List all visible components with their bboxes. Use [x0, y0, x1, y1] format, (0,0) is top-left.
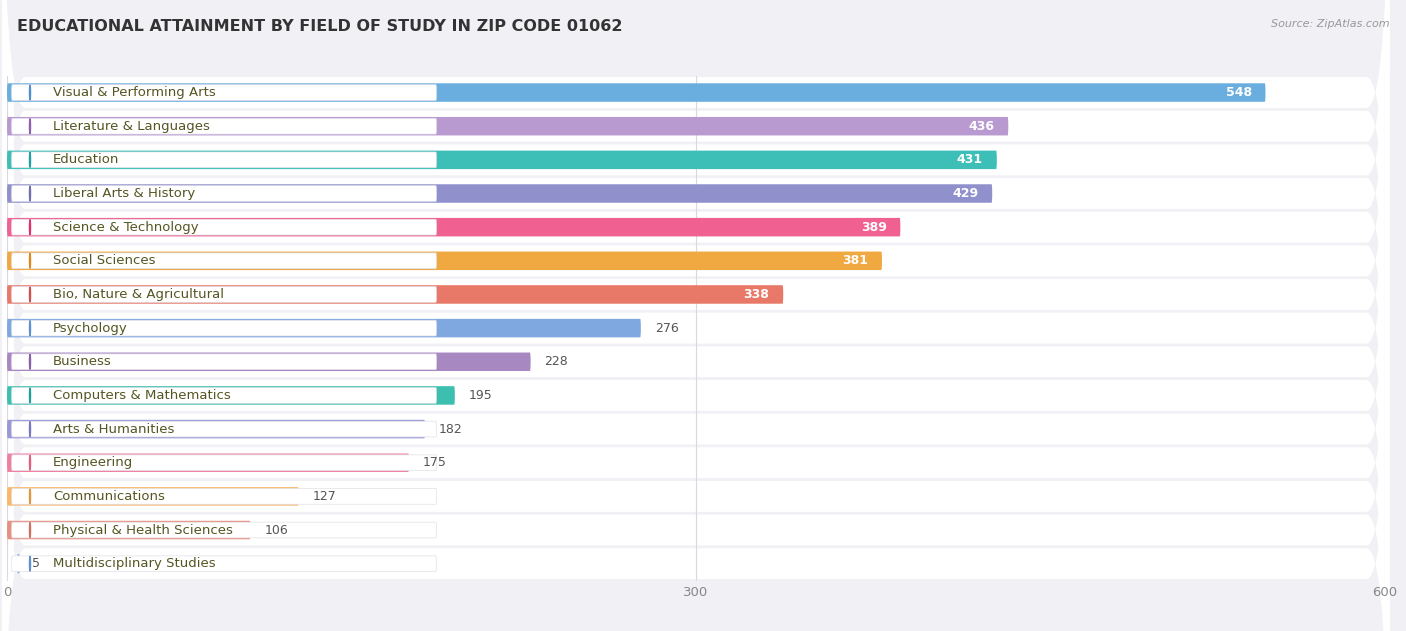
Text: 429: 429 — [952, 187, 979, 200]
Text: Physical & Health Sciences: Physical & Health Sciences — [53, 524, 233, 536]
FancyBboxPatch shape — [11, 354, 436, 370]
FancyBboxPatch shape — [7, 521, 250, 540]
FancyBboxPatch shape — [11, 220, 436, 235]
FancyBboxPatch shape — [7, 285, 783, 304]
Text: 381: 381 — [842, 254, 869, 268]
FancyBboxPatch shape — [7, 151, 997, 169]
Text: Engineering: Engineering — [53, 456, 134, 469]
FancyBboxPatch shape — [3, 243, 1389, 631]
FancyBboxPatch shape — [7, 319, 641, 338]
FancyBboxPatch shape — [3, 41, 1389, 631]
FancyBboxPatch shape — [3, 7, 1389, 631]
FancyBboxPatch shape — [11, 455, 436, 471]
Text: Social Sciences: Social Sciences — [53, 254, 156, 268]
Text: 548: 548 — [1226, 86, 1251, 99]
Text: Bio, Nature & Agricultural: Bio, Nature & Agricultural — [53, 288, 224, 301]
FancyBboxPatch shape — [7, 353, 530, 371]
FancyBboxPatch shape — [7, 386, 456, 404]
Text: Science & Technology: Science & Technology — [53, 221, 198, 233]
Text: Business: Business — [53, 355, 111, 369]
FancyBboxPatch shape — [7, 184, 993, 203]
FancyBboxPatch shape — [7, 117, 1008, 136]
FancyBboxPatch shape — [3, 74, 1389, 631]
Text: 389: 389 — [860, 221, 887, 233]
FancyBboxPatch shape — [7, 454, 409, 472]
FancyBboxPatch shape — [11, 119, 436, 134]
FancyBboxPatch shape — [3, 0, 1389, 481]
FancyBboxPatch shape — [3, 108, 1389, 631]
FancyBboxPatch shape — [3, 0, 1389, 447]
FancyBboxPatch shape — [11, 321, 436, 336]
Text: 106: 106 — [264, 524, 288, 536]
FancyBboxPatch shape — [3, 209, 1389, 631]
Text: 338: 338 — [744, 288, 769, 301]
Text: Computers & Mathematics: Computers & Mathematics — [53, 389, 231, 402]
FancyBboxPatch shape — [7, 218, 900, 237]
FancyBboxPatch shape — [3, 142, 1389, 631]
Text: 127: 127 — [312, 490, 336, 503]
Text: Visual & Performing Arts: Visual & Performing Arts — [53, 86, 215, 99]
FancyBboxPatch shape — [11, 286, 436, 302]
Text: 436: 436 — [969, 120, 994, 133]
FancyBboxPatch shape — [11, 387, 436, 403]
Text: 431: 431 — [957, 153, 983, 167]
FancyBboxPatch shape — [7, 420, 425, 439]
Text: 5: 5 — [32, 557, 41, 570]
FancyBboxPatch shape — [11, 186, 436, 201]
Text: EDUCATIONAL ATTAINMENT BY FIELD OF STUDY IN ZIP CODE 01062: EDUCATIONAL ATTAINMENT BY FIELD OF STUDY… — [17, 19, 623, 34]
FancyBboxPatch shape — [11, 253, 436, 269]
FancyBboxPatch shape — [3, 0, 1389, 514]
Text: Source: ZipAtlas.com: Source: ZipAtlas.com — [1271, 19, 1389, 29]
FancyBboxPatch shape — [3, 0, 1389, 582]
Text: 276: 276 — [655, 322, 678, 334]
Text: 182: 182 — [439, 423, 463, 435]
Text: Psychology: Psychology — [53, 322, 128, 334]
FancyBboxPatch shape — [7, 252, 882, 270]
Text: Multidisciplinary Studies: Multidisciplinary Studies — [53, 557, 215, 570]
Text: 195: 195 — [468, 389, 492, 402]
Text: Communications: Communications — [53, 490, 165, 503]
FancyBboxPatch shape — [7, 83, 1265, 102]
Text: Arts & Humanities: Arts & Humanities — [53, 423, 174, 435]
FancyBboxPatch shape — [11, 488, 436, 504]
FancyBboxPatch shape — [11, 85, 436, 100]
Text: Liberal Arts & History: Liberal Arts & History — [53, 187, 195, 200]
Text: 228: 228 — [544, 355, 568, 369]
FancyBboxPatch shape — [3, 0, 1389, 615]
Text: Education: Education — [53, 153, 120, 167]
Text: Literature & Languages: Literature & Languages — [53, 120, 209, 133]
Text: 175: 175 — [423, 456, 447, 469]
FancyBboxPatch shape — [11, 152, 436, 168]
FancyBboxPatch shape — [3, 175, 1389, 631]
FancyBboxPatch shape — [11, 522, 436, 538]
FancyBboxPatch shape — [3, 0, 1389, 413]
FancyBboxPatch shape — [11, 422, 436, 437]
FancyBboxPatch shape — [7, 487, 298, 505]
FancyBboxPatch shape — [11, 556, 436, 572]
FancyBboxPatch shape — [3, 0, 1389, 548]
